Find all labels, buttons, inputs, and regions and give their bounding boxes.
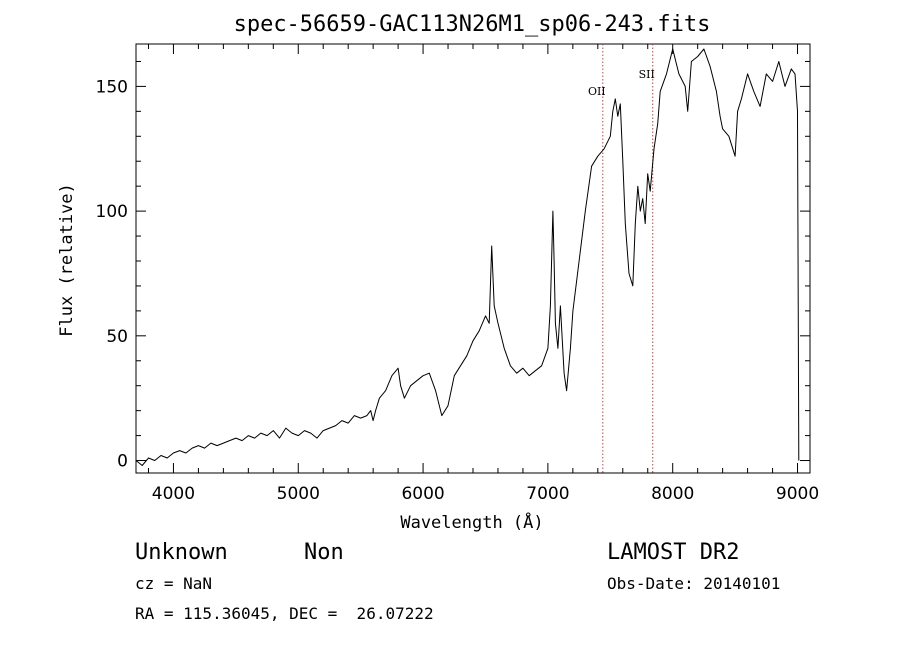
x-tick-label: 7000 [526, 484, 569, 504]
x-tick-label: 5000 [277, 484, 320, 504]
x-tick-label: 6000 [401, 484, 444, 504]
obs-date-label: Obs-Date: 20140101 [607, 574, 780, 593]
x-axis-label: Wavelength (Å) [400, 511, 543, 533]
cz-label: cz = NaN [135, 574, 212, 593]
x-tick-label: 4000 [152, 484, 195, 504]
line-label-oii: OII [588, 85, 606, 98]
x-tick-labels: 4000 5000 6000 7000 8000 9000 [152, 484, 819, 504]
object-type-label: Unknown [135, 540, 228, 565]
axis-ticks [136, 44, 810, 473]
flux-series [135, 48, 800, 466]
y-tick-label: 50 [106, 327, 128, 347]
y-axis-label: Flux (relative) [57, 183, 77, 337]
line-label-sii: SII [639, 68, 655, 81]
coords-label: RA = 115.36045, DEC = 26.07222 [135, 604, 434, 623]
survey-label: LAMOST DR2 [607, 540, 739, 565]
chart-title: spec-56659-GAC113N26M1_sp06-243.fits [234, 12, 711, 37]
plot-frame [135, 43, 811, 474]
y-tick-label: 150 [96, 77, 128, 97]
y-tick-label: 100 [96, 202, 128, 222]
x-tick-label: 9000 [776, 484, 819, 504]
emission-lines: OII SII [588, 44, 655, 473]
y-tick-label: 0 [117, 452, 128, 472]
y-tick-labels: 0 50 100 150 [96, 77, 128, 471]
subclass-label: Non [304, 540, 344, 565]
x-tick-label: 8000 [651, 484, 694, 504]
flux-line-0 [135, 48, 800, 466]
